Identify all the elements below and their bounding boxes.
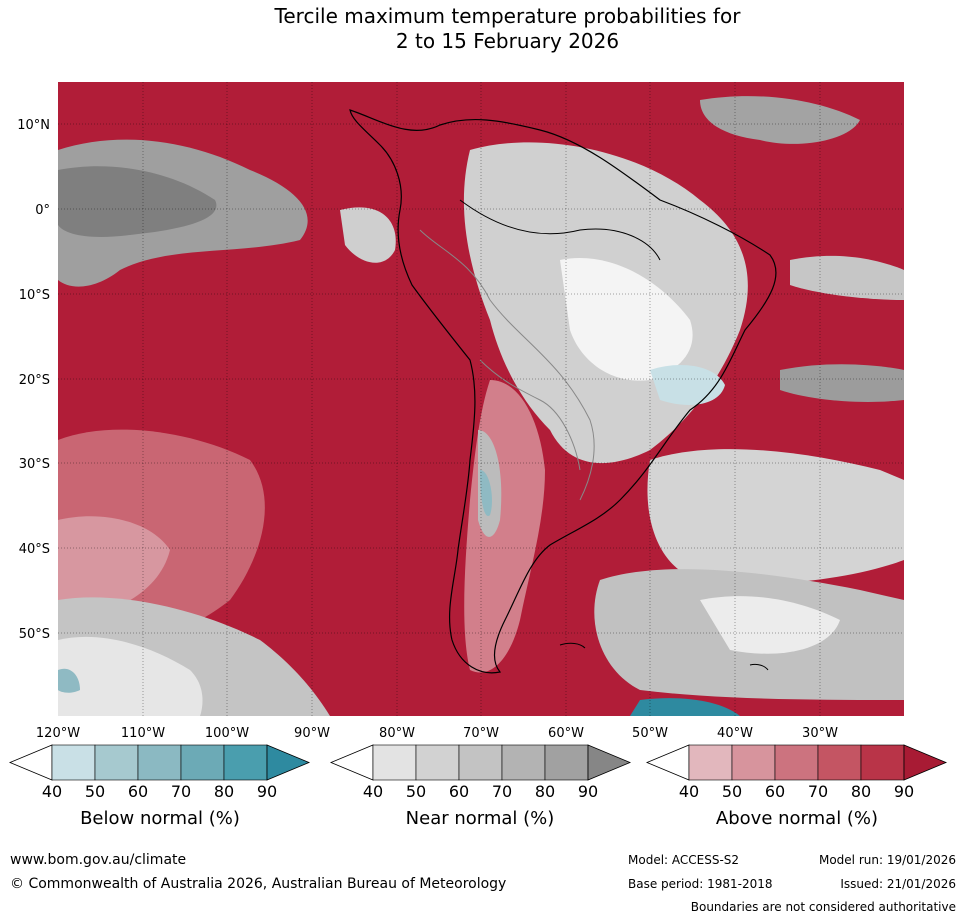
lon-label: 50°W: [632, 726, 668, 741]
colorbar-tick-label: 70: [807, 782, 829, 801]
colorbar-2: [645, 744, 948, 781]
footer-copyright: © Commonwealth of Australia 2026, Austra…: [10, 876, 507, 892]
river: [459, 199, 661, 261]
lat-label: 40°S: [19, 542, 50, 557]
footer-boundaries-note: Boundaries are not considered authoritat…: [690, 900, 956, 914]
lon-label: 110°W: [121, 726, 165, 741]
near-normal-region: [780, 364, 904, 402]
colorbar-tick-label: 80: [534, 782, 556, 801]
near-normal-region: [790, 255, 904, 300]
footer-base-period: Base period: 1981-2018: [628, 877, 773, 891]
near-normal-region: [340, 207, 396, 263]
footer-issued: Issued: 21/01/2026: [840, 877, 956, 891]
colorbar-swatch: [903, 744, 948, 781]
map-title: Tercile maximum temperature probabilitie…: [0, 4, 965, 54]
footer-url: www.bom.gov.au/climate: [10, 852, 187, 868]
colorbar-swatch: [817, 744, 862, 781]
colorbar-swatch: [587, 744, 632, 781]
lon-label: 90°W: [294, 726, 330, 741]
colorbar-tick-label: 50: [405, 782, 427, 801]
colorbar-swatch: [8, 744, 53, 781]
longitude-labels: 120°W 110°W 100°W 90°W 80°W 70°W 60°W 50°W 40°W 3…: [36, 726, 838, 741]
colorbar-swatch: [774, 744, 819, 781]
lat-label: 20°S: [19, 373, 50, 388]
latitude-labels: 10°N 0° 10°S 20°S 30°S 40°S 50°S: [17, 118, 50, 642]
lat-label: 30°S: [19, 457, 50, 472]
below-normal-label: Below normal (%): [80, 808, 240, 829]
colorbar-tick-label: 50: [84, 782, 106, 801]
lat-label: 0°: [35, 203, 50, 218]
colorbar-tick-label: 60: [127, 782, 149, 801]
colorbar-swatch: [329, 744, 374, 781]
colorbar-tick-label: 70: [491, 782, 513, 801]
below-normal-region: [480, 470, 492, 516]
below-normal-region: [630, 698, 740, 716]
colorbar-tick-label: 90: [577, 782, 599, 801]
near-normal-label: Near normal (%): [405, 808, 555, 829]
colorbar-tick-label: 50: [721, 782, 743, 801]
lon-label: 80°W: [379, 726, 415, 741]
lon-label: 30°W: [802, 726, 838, 741]
country-border: [419, 229, 595, 501]
colorbar-swatch: [372, 744, 417, 781]
colorbars: [8, 744, 948, 781]
colorbar-swatch: [458, 744, 503, 781]
island-outline: [749, 663, 769, 671]
lon-label: 100°W: [205, 726, 249, 741]
title-line-2: 2 to 15 February 2026: [395, 29, 620, 53]
colorbar-swatch: [645, 744, 690, 781]
colorbar-tick-label: 60: [448, 782, 470, 801]
colorbar-tick-label: 90: [256, 782, 278, 801]
colorbar-swatch: [51, 744, 96, 781]
colorbar-tick-label: 90: [893, 782, 915, 801]
colorbar-swatch: [860, 744, 905, 781]
lon-label: 40°W: [717, 726, 753, 741]
near-normal-region: [700, 96, 860, 144]
colorbar-swatch: [415, 744, 460, 781]
lat-label: 10°S: [19, 288, 50, 303]
above-normal-region: [58, 516, 170, 620]
footer-model-run: Model run: 19/01/2026: [818, 853, 956, 867]
graticule: [58, 82, 904, 716]
title-line-1: Tercile maximum temperature probabilitie…: [274, 4, 741, 28]
colorbar-swatch: [688, 744, 733, 781]
near-normal-region: [647, 449, 904, 584]
colorbar-tick-label: 40: [362, 782, 384, 801]
colorbar-tick-label: 40: [41, 782, 63, 801]
lon-label: 120°W: [36, 726, 80, 741]
colorbar-swatch: [501, 744, 546, 781]
colorbar-swatch: [544, 744, 589, 781]
map-field: [58, 82, 904, 716]
colorbar-tick-label: 80: [850, 782, 872, 801]
footer-model: Model: ACCESS-S2: [628, 853, 740, 867]
below-normal-region: [58, 668, 80, 693]
colorbar-tick-label: 80: [213, 782, 235, 801]
colorbar-swatch: [180, 744, 225, 781]
near-normal-region: [58, 636, 203, 716]
colorbar-tick-label: 40: [678, 782, 700, 801]
lon-label: 70°W: [463, 726, 499, 741]
colorbar-1: [329, 744, 632, 781]
near-normal-region: [560, 258, 693, 381]
near-normal-region: [58, 166, 217, 237]
colorbar-tick-label: 60: [764, 782, 786, 801]
colorbar-swatch: [266, 744, 311, 781]
colorbar-swatch: [731, 744, 776, 781]
country-border: [479, 359, 581, 471]
coastline: [349, 109, 777, 674]
below-normal-region: [650, 365, 725, 405]
island-outline: [559, 642, 586, 649]
colorbar-swatch: [137, 744, 182, 781]
colorbar-swatch: [223, 744, 268, 781]
colorbar-swatch: [94, 744, 139, 781]
colorbar-tick-label: 70: [170, 782, 192, 801]
lat-label: 10°N: [17, 118, 50, 133]
colorbar-0: [8, 744, 311, 781]
lat-label: 50°S: [19, 627, 50, 642]
lon-label: 60°W: [548, 726, 584, 741]
above-normal-label: Above normal (%): [715, 808, 879, 829]
